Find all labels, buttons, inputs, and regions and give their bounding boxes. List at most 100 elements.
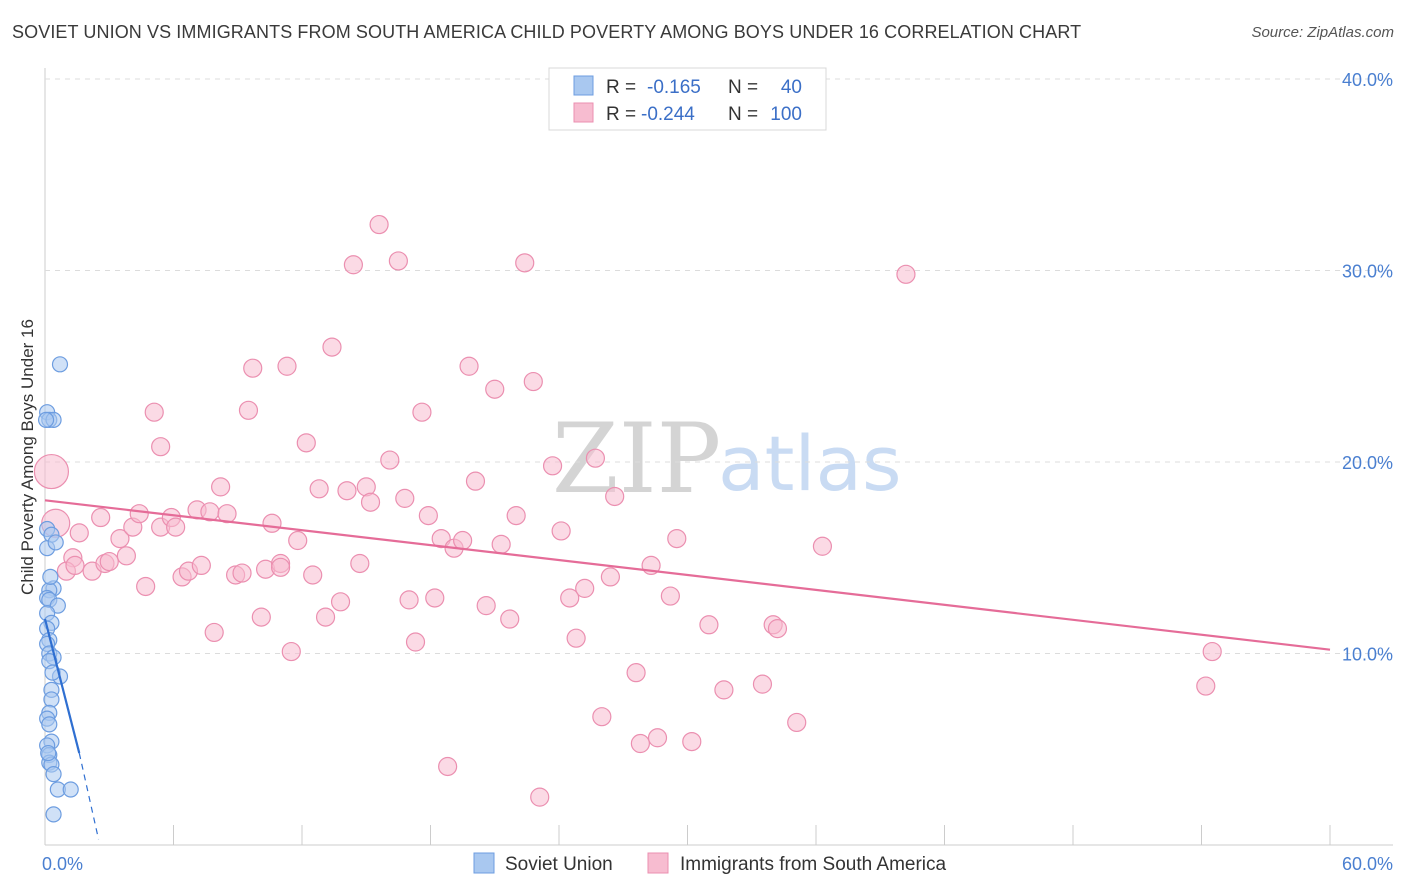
immigrants-point xyxy=(592,707,612,727)
immigrants-point xyxy=(453,530,473,551)
immigrants-point xyxy=(476,596,496,616)
soviet-point xyxy=(62,781,79,798)
watermark-zip: ZIP xyxy=(552,403,721,515)
immigrants-point xyxy=(767,619,788,639)
immigrants-point xyxy=(630,733,650,754)
legend-label-immigrants: Immigrants from South America xyxy=(680,854,947,875)
immigrants-point xyxy=(395,488,415,508)
immigrants-point xyxy=(714,680,734,700)
stats-n-label-immigrants: N = xyxy=(728,104,758,125)
soviet-point xyxy=(45,806,62,823)
x-tick-label-min: 0.0% xyxy=(42,854,83,874)
immigrants-point xyxy=(262,513,282,533)
immigrants-point xyxy=(343,255,363,275)
trend-line-soviet-extension xyxy=(78,752,100,840)
immigrants-point xyxy=(1202,641,1222,662)
immigrants-point xyxy=(388,251,408,271)
immigrants-point xyxy=(485,379,505,399)
immigrants-point xyxy=(204,622,224,643)
trend-line-immigrants xyxy=(44,499,1331,651)
stats-n-value-immigrants: 100 xyxy=(770,104,802,125)
immigrants-point xyxy=(575,578,595,598)
immigrants-point xyxy=(530,787,550,807)
immigrants-point xyxy=(281,641,301,662)
stats-legend-box: R = -0.165 N = 40 R = -0.244 N = 100 xyxy=(548,67,827,131)
immigrants-point xyxy=(211,477,231,497)
soviet-points xyxy=(37,356,79,823)
legend-swatch-soviet xyxy=(473,852,495,874)
x-tick-marks xyxy=(173,825,1331,845)
stats-n-value-soviet: 40 xyxy=(781,77,802,98)
immigrants-point xyxy=(166,517,186,537)
y-tick-labels: 10.0% 20.0% 30.0% 40.0% xyxy=(1342,70,1393,665)
x-tick-label-max: 60.0% xyxy=(1342,854,1393,874)
immigrants-point xyxy=(605,486,625,507)
immigrants-point xyxy=(647,728,668,748)
immigrants-point xyxy=(129,504,149,524)
immigrants-point xyxy=(350,553,370,574)
immigrants-point xyxy=(91,507,111,528)
immigrants-point xyxy=(405,632,426,652)
immigrants-point xyxy=(360,492,381,512)
trend-lines xyxy=(43,499,1331,840)
immigrants-point xyxy=(33,453,70,490)
immigrants-point xyxy=(551,521,571,541)
soviet-point xyxy=(45,766,62,783)
immigrants-point xyxy=(682,731,702,752)
source-credit: Source: ZipAtlas.com xyxy=(1251,24,1394,41)
immigrants-point xyxy=(116,546,136,566)
soviet-point xyxy=(43,691,60,708)
immigrants-point xyxy=(566,628,586,648)
immigrants-point xyxy=(369,214,389,235)
immigrants-point xyxy=(380,450,400,470)
immigrants-point xyxy=(438,756,458,777)
y-tick-label-10: 10.0% xyxy=(1342,645,1393,665)
immigrants-point xyxy=(506,506,526,526)
immigrants-point xyxy=(500,609,520,629)
immigrants-point xyxy=(626,663,646,683)
legend-label-soviet: Soviet Union xyxy=(505,854,613,875)
immigrants-point xyxy=(144,402,164,422)
bottom-legend: Soviet Union Immigrants from South Ameri… xyxy=(473,852,947,875)
immigrants-point xyxy=(425,588,445,608)
chart-title: SOVIET UNION VS IMMIGRANTS FROM SOUTH AM… xyxy=(12,22,1082,42)
immigrants-point xyxy=(896,264,916,284)
immigrants-point xyxy=(337,481,357,501)
soviet-point xyxy=(41,716,58,733)
immigrants-point xyxy=(288,530,308,551)
immigrants-point xyxy=(399,590,419,610)
immigrants-point xyxy=(752,674,773,694)
stats-swatch-immigrants xyxy=(573,102,594,123)
trend-line-soviet xyxy=(43,618,81,754)
immigrants-point xyxy=(238,400,259,420)
immigrants-point xyxy=(523,371,543,392)
y-tick-label-30: 30.0% xyxy=(1342,262,1393,282)
immigrants-point xyxy=(270,557,291,577)
immigrants-point xyxy=(151,437,171,457)
immigrants-point xyxy=(1196,676,1216,696)
immigrants-point xyxy=(667,528,687,549)
soviet-point xyxy=(51,356,69,373)
immigrants-point xyxy=(99,551,119,572)
immigrants-point xyxy=(69,523,89,543)
immigrants-point xyxy=(412,402,432,422)
immigrants-point xyxy=(251,607,271,627)
stats-r-value-soviet: -0.165 xyxy=(647,77,701,98)
immigrants-point xyxy=(277,356,297,376)
stats-n-label-soviet: N = xyxy=(728,77,758,98)
immigrants-point xyxy=(465,471,486,491)
y-tick-label-20: 20.0% xyxy=(1342,453,1393,473)
immigrants-point xyxy=(787,712,807,733)
soviet-point xyxy=(42,568,59,586)
immigrants-point xyxy=(585,448,606,468)
stats-r-value-immigrants: -0.244 xyxy=(641,104,695,125)
stats-swatch-soviet xyxy=(573,75,594,96)
immigrants-point xyxy=(136,576,156,597)
y-tick-label-40: 40.0% xyxy=(1342,70,1393,90)
immigrants-point xyxy=(65,555,85,576)
soviet-point xyxy=(40,744,57,762)
immigrants-point xyxy=(217,504,237,524)
immigrants-point xyxy=(560,588,580,608)
soviet-point xyxy=(47,534,64,551)
immigrants-point xyxy=(491,534,511,554)
